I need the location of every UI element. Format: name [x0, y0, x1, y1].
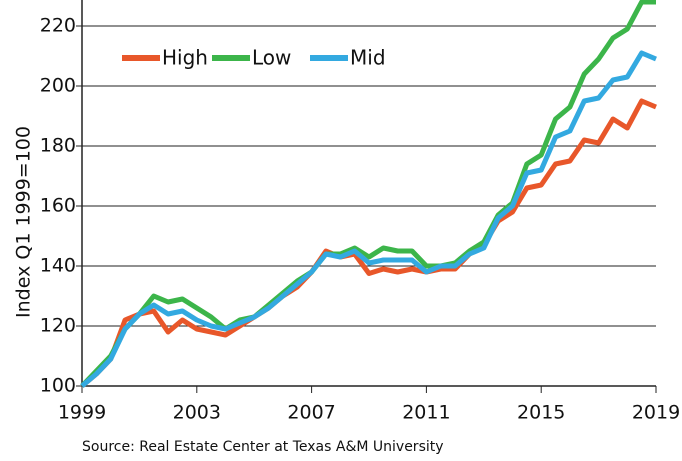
legend-label: Low	[252, 46, 291, 70]
legend-label: Mid	[350, 46, 386, 70]
y-axis-label: Index Q1 1999=100	[13, 126, 35, 318]
series-line	[80, 98, 657, 388]
x-tick-label: 2003	[173, 402, 221, 424]
series-line	[80, 50, 657, 388]
y-tick-label: 180	[40, 135, 76, 157]
series-line	[80, 0, 656, 388]
legend-label: High	[162, 46, 208, 70]
y-tick-label: 200	[40, 75, 76, 97]
y-tick-label: 160	[40, 195, 76, 217]
y-tick-label: 120	[40, 315, 76, 337]
y-tick-label: 220	[40, 15, 76, 37]
source-note: Source: Real Estate Center at Texas A&M …	[82, 439, 444, 455]
x-tick-label: 2007	[287, 402, 335, 424]
x-tick-label: 2015	[517, 402, 565, 424]
x-tick-label: 2019	[632, 402, 680, 424]
x-tick-label: 1999	[58, 402, 106, 424]
y-tick-label: 140	[40, 255, 76, 277]
x-tick-label: 2011	[402, 402, 450, 424]
y-tick-label: 100	[40, 375, 76, 397]
